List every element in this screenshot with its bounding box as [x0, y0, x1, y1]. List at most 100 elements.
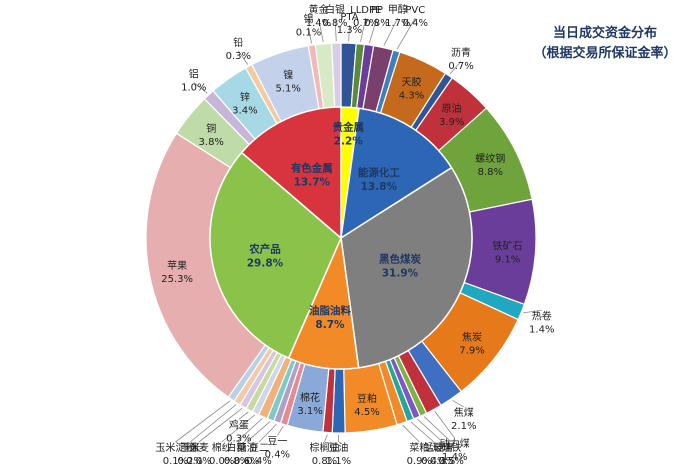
leader-line-17 — [402, 424, 420, 443]
outer-label-13: 动力煤 — [440, 437, 470, 450]
leader-line-35 — [237, 50, 249, 65]
inner-value-4: 29.8% — [247, 257, 284, 269]
leader-line-20 — [324, 434, 328, 443]
outer-value-21: 3.1% — [297, 406, 322, 417]
leader-line-14 — [423, 416, 452, 443]
outer-label-2: PP — [371, 5, 383, 16]
outer-label-37: 锡 — [304, 12, 314, 25]
leader-line-23 — [258, 423, 277, 443]
outer-value-10: 1.4% — [529, 324, 554, 335]
outer-label-31: 苹果 — [167, 259, 187, 272]
outer-value-11: 7.9% — [459, 346, 484, 357]
leader-line-30 — [175, 400, 231, 443]
inner-value-2: 31.9% — [382, 267, 419, 279]
inner-label-3: 油脂油料 — [309, 304, 351, 317]
outer-value-4: 0.4% — [403, 18, 428, 29]
outer-label-14: 硅铁 — [441, 441, 461, 454]
outer-value-20: 0.8% — [312, 456, 337, 465]
outer-label-39: 白银 — [325, 3, 345, 16]
leader-line-24 — [246, 421, 271, 443]
outer-value-32: 3.8% — [199, 137, 224, 148]
outer-label-1: LLDPE — [350, 5, 381, 16]
outer-labels: PTA 1.3% LLDPE 0.7% PP 0.8% 甲醇 1.7% PVC 0.4% 天胶 4.3… — [155, 3, 554, 465]
outer-label-5: 天胶 — [402, 76, 422, 89]
outer-label-6: 沥青 — [451, 46, 471, 59]
outer-label-11: 焦炭 — [462, 331, 482, 344]
chart-subtitle: （根据交易所保证金率） — [533, 45, 676, 61]
leader-line-4 — [396, 17, 416, 50]
leader-line-22 — [277, 426, 284, 436]
outer-label-21: 棉花 — [300, 391, 320, 404]
inner-label-1: 能源化工 — [358, 166, 400, 179]
outer-value-29: 0.2% — [177, 456, 202, 465]
outer-label-33: 铝 — [189, 69, 199, 81]
outer-value-22: 0.4% — [265, 449, 290, 460]
leader-line-16 — [410, 421, 435, 443]
outer-value-27: 0.3% — [226, 433, 251, 444]
inner-value-1: 13.8% — [361, 181, 398, 193]
leader-line-38 — [318, 17, 324, 42]
outer-value-2: 0.8% — [364, 18, 389, 29]
leader-line-26 — [221, 414, 255, 443]
outer-value-3: 1.7% — [385, 18, 410, 29]
leader-line-33 — [193, 82, 208, 94]
outer-value-23: 0.4% — [246, 456, 271, 465]
outer-label-32: 铜 — [206, 123, 216, 135]
inner-slice-4 — [209, 151, 342, 360]
leader-line-13 — [434, 411, 456, 439]
leader-line-39 — [334, 17, 337, 42]
inner-labels: 贵金属 2.2% 能源化工 13.8% 黑色煤炭 31.9% 油脂油料 8.7% 农产品 29.8… — [247, 120, 422, 331]
inner-value-3: 8.7% — [315, 319, 345, 331]
inner-ring — [209, 106, 473, 370]
leader-line-25 — [236, 418, 263, 443]
outer-label-29: 玉米 — [180, 441, 200, 454]
outer-label-4: PVC — [405, 5, 425, 16]
outer-label-12: 焦煤 — [454, 406, 474, 419]
leader-line-28 — [198, 408, 243, 443]
outer-value-26: 0.0% — [209, 456, 234, 465]
outer-label-24: 菜油 — [237, 441, 257, 454]
outer-label-7: 原油 — [442, 102, 462, 115]
inner-slice-2 — [340, 166, 473, 369]
inner-label-5: 有色金属 — [291, 161, 333, 174]
outer-label-9: 铁矿石 — [493, 239, 523, 252]
outer-value-13: 1.4% — [442, 452, 467, 463]
outer-label-28: 强麦 — [189, 442, 209, 454]
outer-value-37: 0.1% — [296, 27, 321, 38]
outer-value-39: 0.8% — [322, 18, 347, 29]
inner-value-0: 2.2% — [334, 135, 364, 147]
outer-value-14: 0.5% — [439, 456, 464, 465]
outer-label-25: 白糖 — [227, 441, 247, 454]
outer-label-30: 玉米淀粉 — [155, 441, 195, 454]
outer-label-20: 棕榈油 — [309, 441, 339, 454]
outer-value-16: 0.4% — [421, 456, 446, 465]
inner-label-0: 贵金属 — [332, 120, 364, 133]
leader-line-27 — [238, 411, 249, 420]
outer-value-6: 0.7% — [448, 61, 473, 72]
outer-value-33: 1.0% — [181, 83, 206, 94]
outer-label-3: 甲醇 — [388, 3, 408, 16]
outer-label-22: 豆一 — [267, 435, 287, 447]
leader-line-6 — [449, 60, 462, 75]
outer-value-35: 0.3% — [226, 51, 251, 62]
outer-label-18: 豆粕 — [357, 392, 377, 405]
outer-value-1: 0.7% — [353, 18, 378, 29]
leader-line-10 — [523, 309, 542, 314]
chart-title: 当日成交资金分布 — [553, 25, 657, 41]
outer-label-19: 豆油 — [328, 441, 348, 454]
outer-value-18: 4.5% — [354, 407, 379, 418]
outer-value-31: 25.3% — [161, 274, 193, 285]
outer-value-36: 5.1% — [275, 84, 300, 95]
outer-label-38: 黄金 — [308, 3, 328, 16]
outer-value-15: 0.3% — [430, 456, 455, 465]
leader-line-1 — [360, 17, 367, 43]
leader-line-0 — [348, 25, 350, 42]
outer-label-0: PTA — [340, 12, 358, 23]
leader-line-37 — [308, 27, 312, 44]
outer-value-24: 0.6% — [234, 456, 259, 465]
inner-slice-1 — [340, 107, 453, 240]
outer-value-7: 3.9% — [439, 117, 464, 128]
outer-label-35: 铅 — [233, 36, 243, 49]
